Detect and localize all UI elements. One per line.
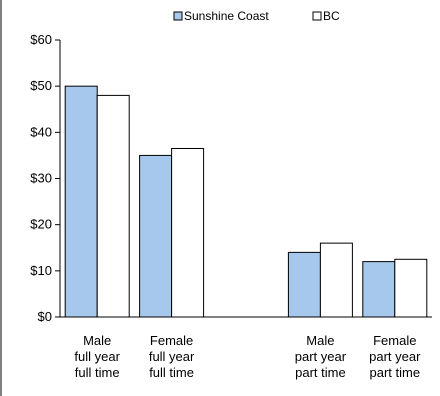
- bars: [64, 85, 428, 318]
- y-tick-label: $20: [30, 217, 52, 232]
- category-label: part time: [295, 365, 346, 380]
- category-label: part time: [370, 365, 421, 380]
- category-label: Female: [150, 333, 193, 348]
- category-label: Female: [373, 333, 416, 348]
- bar: [287, 251, 321, 318]
- category-label: part year: [369, 349, 421, 364]
- bar: [139, 154, 173, 318]
- y-tick-label: $60: [30, 32, 52, 47]
- y-tick-label: $10: [30, 263, 52, 278]
- category-label: part year: [295, 349, 347, 364]
- category-label: full time: [75, 365, 120, 380]
- y-tick-label: $40: [30, 124, 52, 139]
- legend-label: Sunshine Coast: [184, 9, 269, 23]
- category-label: Male: [83, 333, 111, 348]
- category-label: Male: [306, 333, 334, 348]
- y-tick-label: $30: [30, 171, 52, 186]
- category-label: full time: [149, 365, 194, 380]
- category-label: full year: [149, 349, 195, 364]
- bar: [96, 94, 130, 318]
- y-tick-label: $0: [38, 309, 52, 324]
- bar: [171, 147, 205, 318]
- y-tick-label: $50: [30, 78, 52, 93]
- legend-swatch: [173, 11, 183, 21]
- legend-label: BC: [323, 9, 340, 23]
- bar: [362, 261, 396, 318]
- category-label: full year: [74, 349, 120, 364]
- legend-swatch: [312, 11, 322, 21]
- bar: [394, 258, 428, 318]
- legend: Sunshine Coast BC: [173, 9, 340, 23]
- bar: [319, 242, 353, 318]
- bar: [64, 85, 98, 318]
